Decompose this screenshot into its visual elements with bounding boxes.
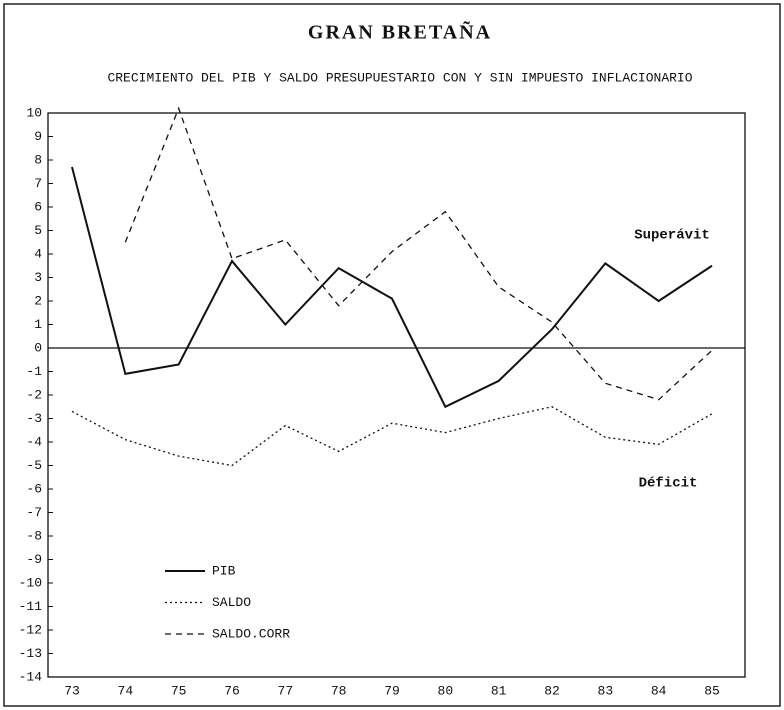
x-tick-label: 76 [224, 683, 240, 698]
annotation: Superávit [634, 228, 710, 244]
y-tick-label: -7 [26, 505, 42, 520]
x-tick-label: 81 [491, 683, 507, 698]
y-tick-label: 1 [34, 317, 42, 332]
legend-label: SALDO [212, 595, 251, 610]
y-tick-label: -13 [19, 646, 42, 661]
y-tick-label: 2 [34, 293, 42, 308]
x-tick-label: 78 [331, 683, 347, 698]
y-tick-label: -11 [19, 599, 43, 614]
x-tick-label: 80 [438, 683, 454, 698]
y-tick-label: 3 [34, 270, 42, 285]
y-tick-label: -10 [19, 575, 42, 590]
y-tick-label: -14 [19, 669, 43, 684]
x-tick-label: 83 [598, 683, 614, 698]
page-frame [3, 3, 781, 707]
x-tick-label: 79 [384, 683, 400, 698]
y-tick-label: -12 [19, 622, 42, 637]
annotation: Déficit [639, 476, 698, 492]
x-tick-label: 75 [171, 683, 187, 698]
y-tick-label: 8 [34, 152, 42, 167]
y-tick-label: -8 [26, 528, 42, 543]
y-tick-label: 6 [34, 199, 42, 214]
y-tick-label: -4 [26, 434, 42, 449]
y-tick-label: -6 [26, 481, 42, 496]
x-tick-label: 73 [64, 683, 80, 698]
y-tick-label: 9 [34, 129, 42, 144]
series-line [71, 166, 713, 409]
y-tick-label: 7 [34, 176, 42, 191]
y-tick-label: -2 [26, 387, 42, 402]
series-line [124, 106, 713, 401]
chart-title: GRAN BRETAÑA [308, 21, 492, 44]
x-tick-label: 77 [278, 683, 294, 698]
series-line [71, 406, 713, 467]
x-tick-label: 74 [118, 683, 134, 698]
y-tick-label: 4 [34, 246, 42, 261]
x-tick-label: 82 [544, 683, 560, 698]
x-tick-label: 84 [651, 683, 667, 698]
y-tick-label: -5 [26, 458, 42, 473]
y-tick-label: 5 [34, 223, 42, 238]
legend-label: SALDO.CORR [212, 626, 290, 641]
y-tick-label: 0 [34, 340, 42, 355]
y-tick-label: -1 [26, 364, 42, 379]
y-tick-label: -3 [26, 411, 42, 426]
y-tick-label: -9 [26, 552, 42, 567]
y-tick-label: 10 [26, 105, 42, 120]
chart-subtitle: CRECIMIENTO DEL PIB Y SALDO PRESUPUESTAR… [107, 70, 692, 85]
x-tick-label: 85 [704, 683, 720, 698]
plot-frame [47, 112, 746, 678]
legend-label: PIB [212, 563, 236, 578]
